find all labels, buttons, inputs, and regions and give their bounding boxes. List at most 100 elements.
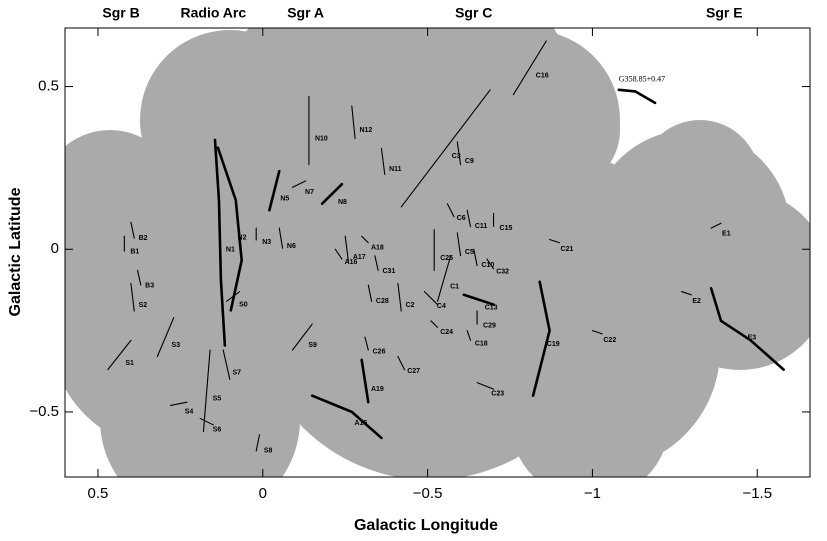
filament-label: S5 bbox=[213, 396, 222, 403]
filament-label: E1 bbox=[722, 231, 731, 238]
x-tick-label: −1.5 bbox=[742, 485, 772, 502]
filament bbox=[549, 238, 561, 244]
filament bbox=[213, 138, 227, 347]
region-label: Sgr C bbox=[455, 5, 492, 21]
filament bbox=[423, 290, 439, 306]
filament bbox=[199, 417, 214, 426]
filament bbox=[216, 146, 244, 312]
x-tick-label: −1 bbox=[584, 485, 601, 502]
filament bbox=[709, 286, 785, 371]
filament bbox=[344, 235, 350, 263]
filament bbox=[130, 282, 135, 312]
filament bbox=[225, 290, 241, 302]
filament-label: N8 bbox=[338, 199, 347, 206]
filament bbox=[486, 258, 495, 270]
plot-frame bbox=[64, 27, 811, 478]
filament bbox=[374, 255, 379, 271]
x-axis-title: Galactic Longitude bbox=[354, 517, 498, 534]
filament bbox=[710, 222, 722, 229]
filament bbox=[446, 203, 455, 218]
coverage-patch bbox=[700, 240, 810, 360]
filament bbox=[462, 293, 495, 306]
filament-label: S3 bbox=[172, 342, 181, 349]
filament-label: C13 bbox=[485, 305, 498, 312]
filament-label: S0 bbox=[239, 301, 248, 308]
region-label: Sgr E bbox=[706, 5, 743, 21]
filament bbox=[255, 434, 261, 452]
filament-label: N5 bbox=[280, 196, 289, 203]
filament-label: A15 bbox=[354, 420, 367, 427]
y-tick-label: 0 bbox=[51, 240, 59, 257]
filament bbox=[466, 330, 472, 341]
filament-label: N2 bbox=[238, 234, 247, 241]
region-label: Sgr B bbox=[102, 5, 139, 21]
filament-label: C6 bbox=[457, 215, 466, 222]
filament bbox=[107, 339, 132, 371]
region-label: Radio Arc bbox=[181, 5, 247, 21]
filament bbox=[680, 290, 692, 296]
filament-label: N11 bbox=[389, 166, 402, 173]
y-tick-label: −0.5 bbox=[29, 403, 59, 420]
filament-label: C28 bbox=[376, 298, 389, 305]
filament bbox=[351, 105, 356, 140]
filament bbox=[291, 180, 307, 188]
filament-label: C22 bbox=[603, 337, 616, 344]
filament-label: E2 bbox=[692, 298, 701, 305]
filament-label: C27 bbox=[407, 368, 420, 375]
y-axis-title: Galactic Latitude bbox=[7, 187, 24, 316]
filament bbox=[380, 147, 386, 175]
filament-label: B1 bbox=[130, 249, 139, 256]
filament bbox=[466, 209, 472, 228]
x-tick-label: −0.5 bbox=[413, 485, 443, 502]
filament bbox=[278, 227, 284, 249]
filament-label: C10 bbox=[481, 262, 494, 269]
coverage-patch bbox=[510, 340, 670, 477]
filament-label: A19 bbox=[371, 386, 384, 393]
filament bbox=[156, 317, 175, 358]
filament bbox=[617, 88, 657, 105]
filament bbox=[473, 248, 478, 267]
filament-label: N7 bbox=[305, 189, 314, 196]
filament-label: C19 bbox=[547, 341, 560, 348]
filament-label: S6 bbox=[213, 427, 222, 434]
filament-label: E3 bbox=[748, 335, 757, 342]
filament-label: G358.85+0.47 bbox=[619, 75, 665, 84]
filament-label: B2 bbox=[139, 235, 148, 242]
filament-label: C31 bbox=[383, 268, 396, 275]
filament bbox=[430, 320, 439, 328]
filament bbox=[367, 284, 373, 302]
filament-label: C1 bbox=[450, 283, 459, 290]
filament-label: S9 bbox=[308, 342, 317, 349]
filament-label: S4 bbox=[185, 409, 194, 416]
filament bbox=[361, 235, 369, 244]
y-tick-label: 0.5 bbox=[38, 78, 59, 95]
filament bbox=[360, 358, 370, 404]
filament bbox=[268, 169, 281, 212]
filament bbox=[456, 141, 462, 166]
filament bbox=[476, 382, 495, 390]
filament-label: C23 bbox=[491, 391, 504, 398]
filament-label: C16 bbox=[536, 73, 549, 80]
filament-label: C5 bbox=[465, 249, 474, 256]
filament bbox=[397, 282, 402, 312]
filament-label: A18 bbox=[371, 244, 384, 251]
filament-label: C4 bbox=[437, 303, 446, 310]
filament-label: N1 bbox=[226, 246, 235, 253]
filament bbox=[456, 232, 462, 257]
coverage bbox=[65, 28, 810, 477]
filament-label: N10 bbox=[315, 135, 328, 142]
filament-label: N6 bbox=[287, 243, 296, 250]
filament bbox=[202, 349, 211, 432]
coverage-patch bbox=[100, 320, 300, 477]
filament bbox=[222, 349, 231, 380]
filament bbox=[591, 330, 603, 335]
filament-label: N3 bbox=[262, 239, 271, 246]
filament-label: C21 bbox=[561, 246, 574, 253]
filament bbox=[136, 269, 142, 286]
filament-label: C25 bbox=[440, 255, 453, 262]
filament bbox=[512, 40, 547, 96]
filament-label: C15 bbox=[500, 225, 513, 232]
region-label: Sgr A bbox=[287, 5, 324, 21]
filament-label: S8 bbox=[264, 448, 273, 455]
